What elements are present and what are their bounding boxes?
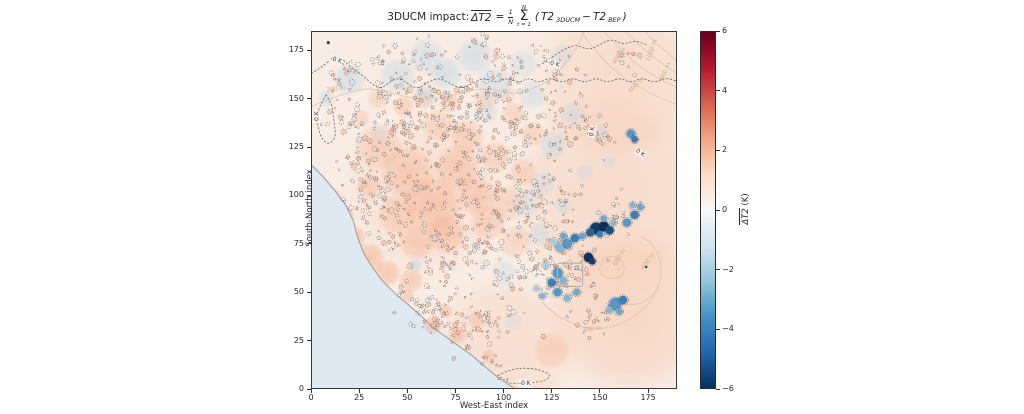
x-tick-mark [599,389,601,393]
colorbar [700,31,716,389]
title-t2-bep: T2 [592,11,607,23]
colorbar-tick-label: −6 [722,384,734,393]
x-tick-mark [358,389,360,393]
x-tick-label: 150 [592,393,608,402]
y-tick-mark [307,194,311,196]
colorbar-tick-label: 4 [722,85,728,95]
title-prefix: 3DUCM impact: [387,11,470,23]
colorbar-tick-label: −2 [722,264,734,274]
x-tick-label: 50 [402,393,413,402]
y-tick-label: 0 [298,384,304,393]
map-canvas [311,31,677,389]
plot-title: 3DUCM impact: ΔT2 = 1 N N Σ t = 1 (T2 3DU… [311,3,703,31]
y-tick-label: 100 [288,190,304,200]
x-tick-mark [551,389,553,393]
title-delta-t2-mean: ΔT2 [471,10,492,24]
colorbar-tick-mark [716,90,720,92]
colorbar-tick-label: 6 [722,26,728,35]
title-equals: = [495,11,505,23]
x-axis-label: West-East index [459,401,529,411]
title-sub-3ducm: 3DUCM [556,15,581,24]
y-tick-label: 50 [293,287,304,297]
y-tick-label: 175 [288,45,304,55]
title-minus: − [582,11,591,23]
colorbar-tick-mark [716,30,720,32]
x-tick-mark [406,389,408,393]
colorbar-tick-mark [716,269,720,271]
x-tick-label: 125 [544,393,560,402]
x-tick-label: 0 [308,393,314,402]
y-axis-label: South-North index [305,169,315,247]
x-tick-mark [503,389,505,393]
title-sub-bep: BEP [608,15,621,24]
colorbar-tick-label: 0 [722,205,728,214]
colorbar-tick-label: 2 [722,145,728,155]
y-tick-mark [307,388,311,390]
y-tick-label: 75 [293,238,304,248]
x-tick-mark [647,389,649,393]
x-tick-label: 175 [640,393,656,402]
y-tick-mark [307,146,311,148]
y-tick-mark [307,340,311,342]
colorbar-tick-mark [716,149,720,151]
colorbar-tick-mark [716,328,720,330]
frac-denominator: N [508,17,514,26]
title-summation: N Σ t = 1 [517,4,531,29]
x-tick-label: 100 [495,393,512,402]
colorbar-tick-label: −4 [722,324,734,334]
x-tick-mark [310,389,312,393]
frac-numerator: 1 [508,8,513,16]
x-tick-mark [454,389,456,393]
y-tick-mark [307,291,311,293]
frac-bar [508,16,514,18]
title-fraction: 1 N [508,8,514,26]
y-tick-mark [307,98,311,100]
plot-area [311,31,677,389]
sigma-symbol: Σ [519,8,529,25]
y-tick-mark [307,243,311,245]
x-tick-label: 75 [450,393,461,402]
colorbar-tick-mark [716,209,720,211]
title-paren-open: ( [534,11,539,23]
y-tick-label: 150 [288,93,304,103]
y-tick-label: 25 [293,335,304,345]
y-tick-mark [307,49,311,51]
y-tick-label: 125 [288,142,304,152]
sum-upper-limit: N [521,4,527,11]
x-tick-label: 25 [354,393,365,402]
colorbar-tick-mark [716,388,720,390]
title-paren-close: ) [622,11,627,23]
sum-lower-limit: t = 1 [517,21,531,28]
title-t2-3ducm: T2 [541,11,555,23]
